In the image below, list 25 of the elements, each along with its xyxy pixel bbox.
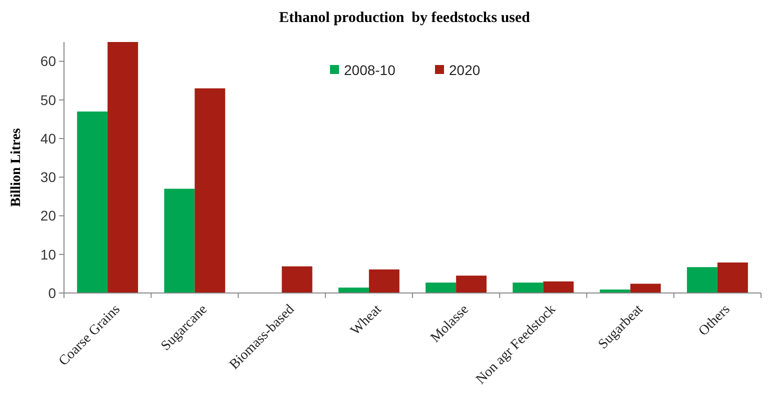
y-tick-label: 20	[40, 208, 56, 224]
y-tick-label: 40	[40, 130, 56, 146]
y-tick-label: 30	[40, 169, 56, 186]
bar	[543, 281, 574, 293]
y-tick-label: 10	[40, 246, 56, 262]
bar	[686, 267, 718, 293]
bar	[108, 42, 138, 293]
bar	[282, 266, 312, 293]
y-tick-label: 50	[40, 92, 56, 108]
bar	[164, 188, 195, 293]
bar	[630, 284, 661, 293]
y-tick-label: 60	[40, 53, 56, 70]
bar	[194, 88, 226, 293]
y-axis-title: Billion Litres	[9, 128, 24, 207]
bar	[368, 269, 400, 293]
bar	[77, 112, 108, 293]
legend-label: 2020	[449, 62, 480, 78]
y-tick-label: 0	[48, 284, 56, 301]
bar	[338, 288, 369, 293]
legend-label: 2008-10	[344, 62, 396, 78]
bar	[426, 282, 456, 293]
bar	[717, 262, 748, 293]
bar	[456, 276, 487, 293]
chart-title: Ethanol production by feedstocks used	[278, 10, 531, 26]
bar	[512, 282, 544, 293]
